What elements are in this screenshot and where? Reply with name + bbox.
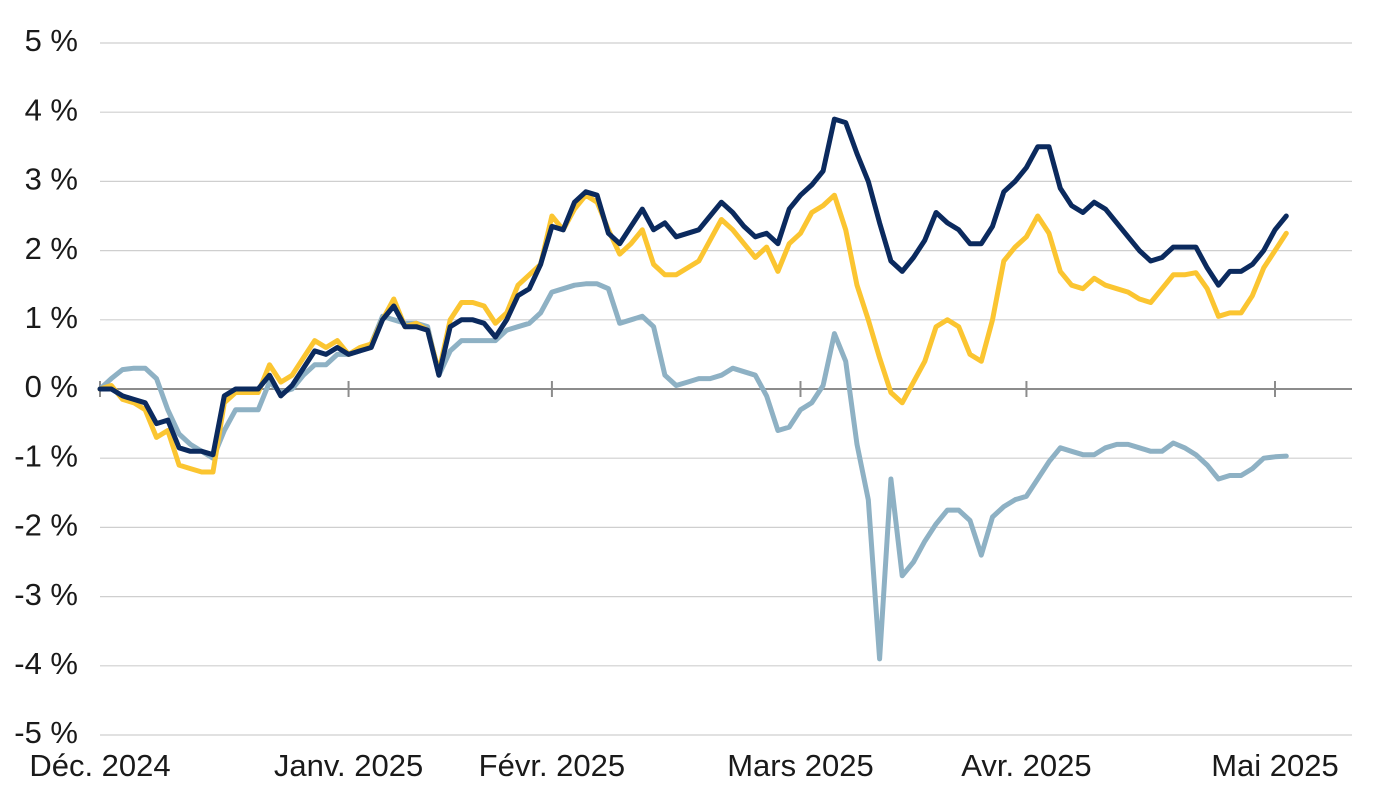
y-tick-label: 2 % — [25, 231, 78, 266]
y-tick-label: -3 % — [14, 577, 78, 612]
y-tick-label: 4 % — [25, 92, 78, 127]
series-line — [97, 192, 1289, 475]
y-tick-label: 0 % — [25, 369, 78, 404]
y-tick-label: -2 % — [14, 508, 78, 543]
x-tick-label: Mars 2025 — [727, 748, 873, 783]
series-line — [97, 116, 1289, 458]
series-line — [97, 281, 1289, 662]
x-tick-label: Avr. 2025 — [961, 748, 1091, 783]
y-tick-label: -1 % — [14, 438, 78, 473]
x-tick-label: Déc. 2024 — [29, 748, 170, 783]
y-tick-label: -5 % — [14, 715, 78, 750]
x-tick-label: Janv. 2025 — [274, 748, 423, 783]
y-tick-label: 1 % — [25, 300, 78, 335]
x-tick-label: Févr. 2025 — [479, 748, 625, 783]
x-tick-label: Mai 2025 — [1211, 748, 1339, 783]
y-tick-label: -4 % — [14, 646, 78, 681]
y-tick-label: 3 % — [25, 162, 78, 197]
y-tick-label: 5 % — [25, 23, 78, 58]
